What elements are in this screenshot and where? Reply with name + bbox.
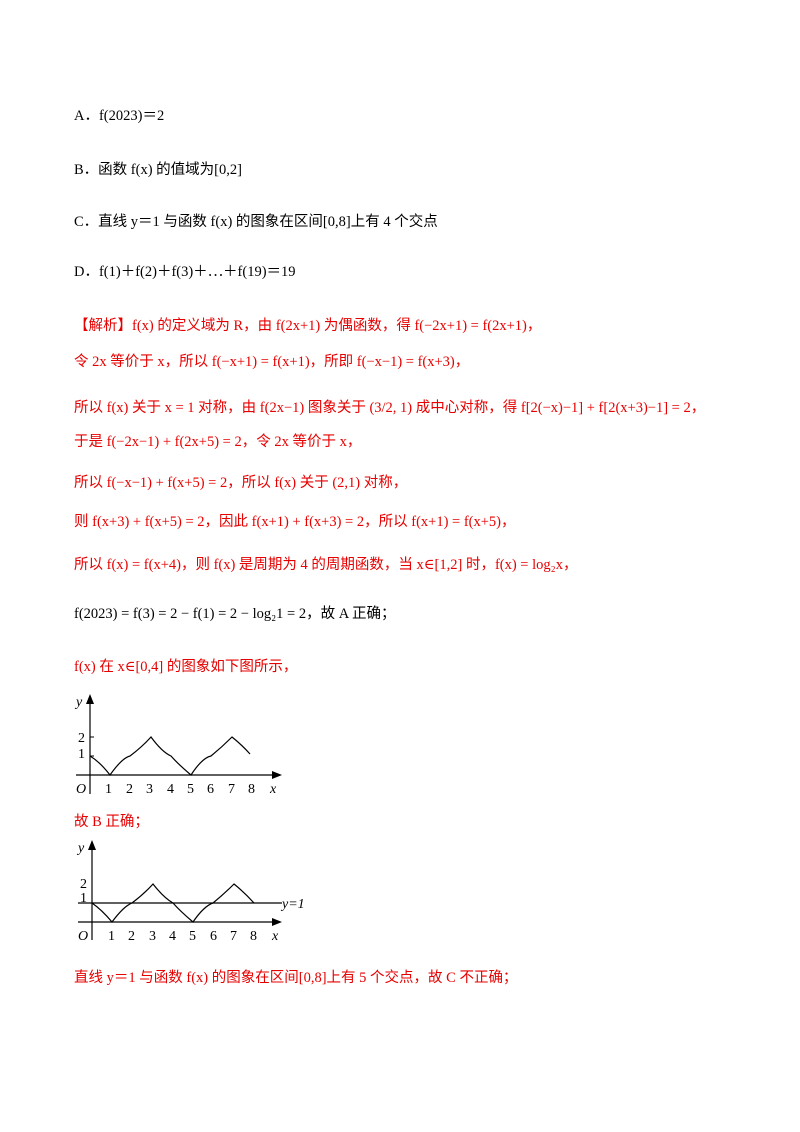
solution-line-8: f(2023) = f(3) = 2 − f(1) = 2 − log₂1 = …: [74, 606, 396, 622]
option-a: A．f(2023)＝2: [74, 108, 165, 124]
y-tick-1: 1: [80, 891, 87, 906]
x-tick-labels: 1 2 3 4 5 6 7 8: [105, 782, 255, 797]
solution-line-11: 直线 y＝1 与函数 f(x) 的图象在区间[0,8]上有 5 个交点，故 C …: [74, 970, 518, 986]
option-d: D．f(1)＋f(2)＋f(3)＋⋯＋f(19)＝19: [74, 264, 296, 280]
x-tick-8: 8: [248, 782, 255, 797]
origin-label: O: [78, 929, 88, 944]
y-axis-label: y: [74, 695, 83, 710]
x-tick-2: 2: [128, 929, 135, 944]
function-curve: [91, 883, 255, 923]
x-tick-6: 6: [207, 782, 214, 797]
solution-line-10: 故 B 正确；: [74, 814, 149, 830]
y-tick-2: 2: [80, 877, 87, 892]
x-axis-label: x: [271, 929, 279, 944]
y-axis-label: y: [76, 841, 85, 856]
option-c: C．直线 y＝1 与函数 f(x) 的图象在区间[0,8]上有 4 个交点: [74, 214, 438, 230]
solution-line-9: f(x) 在 x∈[0,4] 的图象如下图所示，: [74, 659, 298, 675]
function-curve: [89, 736, 251, 777]
x-tick-5: 5: [189, 929, 196, 944]
solution-line-5: 所以 f(−x−1) + f(x+5) = 2，所以 f(x) 关于 (2,1)…: [74, 475, 408, 491]
x-tick-7: 7: [228, 782, 235, 797]
y-tick-2: 2: [78, 731, 85, 746]
y-axis-arrow: [86, 694, 94, 704]
function-graph-2: y x O 1 2 3 4 5 6 7 8 2 1 y=1: [76, 840, 305, 944]
x-axis-arrow: [272, 918, 282, 926]
x-tick-3: 3: [146, 782, 153, 797]
line-label: y=1: [280, 897, 305, 912]
solution-line-4: 于是 f(−2x−1) + f(2x+5) = 2，令 2x 等价于 x，: [74, 434, 362, 450]
x-tick-labels: 1 2 3 4 5 6 7 8: [108, 929, 257, 944]
solution-line-6: 则 f(x+3) + f(x+5) = 2，因此 f(x+1) + f(x+3)…: [74, 514, 516, 530]
option-b: B．函数 f(x) 的值域为[0,2]: [74, 162, 242, 178]
x-axis-arrow: [272, 771, 282, 779]
solution-line-7: 所以 f(x) = f(x+4)，则 f(x) 是周期为 4 的周期函数，当 x…: [74, 557, 578, 573]
x-tick-4: 4: [167, 782, 174, 797]
y-tick-1: 1: [78, 747, 85, 762]
x-axis-label: x: [269, 782, 277, 797]
x-tick-8: 8: [250, 929, 257, 944]
x-tick-4: 4: [169, 929, 176, 944]
y-axis-arrow: [88, 840, 96, 850]
x-tick-1: 1: [108, 929, 115, 944]
x-tick-7: 7: [230, 929, 237, 944]
x-tick-2: 2: [126, 782, 133, 797]
function-graph-1: y x O 1 2 3 4 5 6 7 8 2 1: [74, 694, 282, 797]
x-tick-1: 1: [105, 782, 112, 797]
solution-line-2: 令 2x 等价于 x，所以 f(−x+1) = f(x+1)，所即 f(−x−1…: [74, 354, 470, 370]
origin-label: O: [76, 782, 86, 797]
x-tick-3: 3: [149, 929, 156, 944]
x-tick-5: 5: [187, 782, 194, 797]
x-tick-6: 6: [210, 929, 217, 944]
solution-line-3: 所以 f(x) 关于 x = 1 对称，由 f(2x−1) 图象关于 (3/2,…: [74, 400, 706, 416]
solution-line-1: 【解析】f(x) 的定义域为 R，由 f(2x+1) 为偶函数，得 f(−2x+…: [74, 318, 542, 334]
